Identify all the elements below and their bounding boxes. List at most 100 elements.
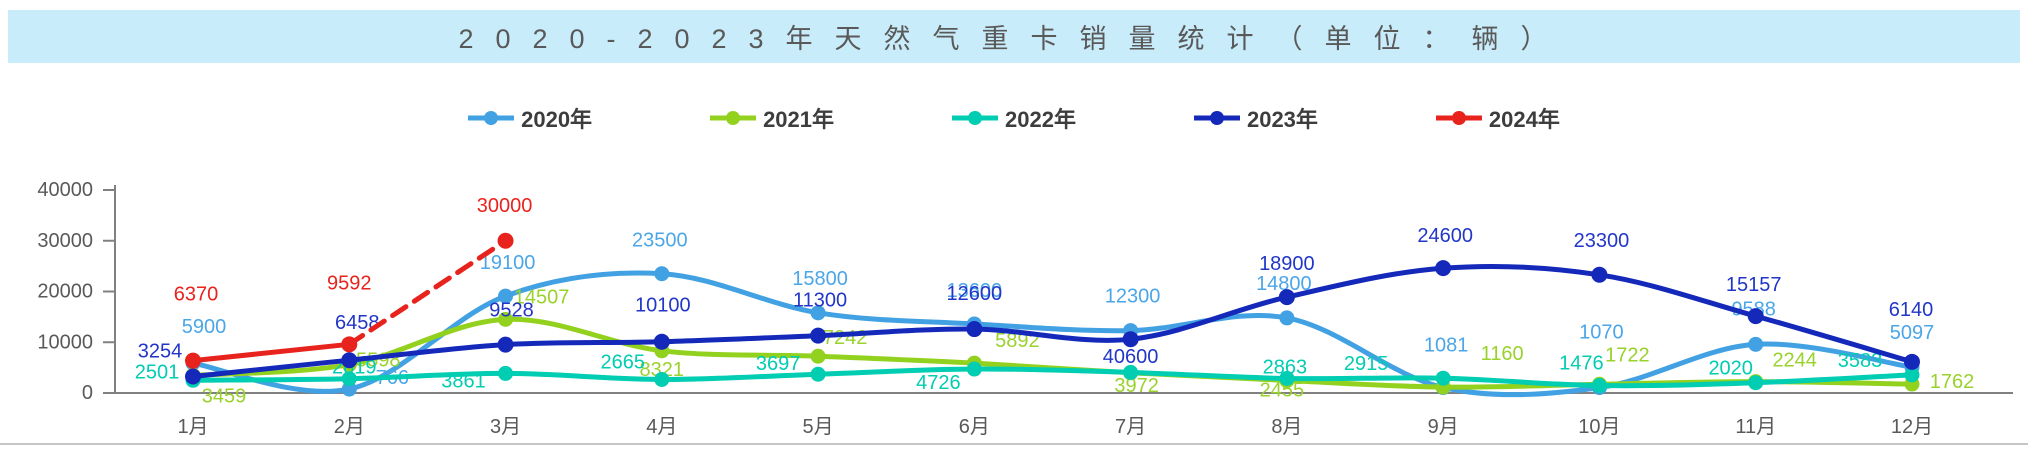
y-axis-tick-label: 10000 — [37, 331, 93, 353]
legend-label: 2022年 — [1005, 107, 1076, 132]
data-point-label: 2455 — [1260, 380, 1305, 402]
legend-item-2022年: 2022年 — [952, 102, 1076, 134]
data-point-label: 3583 — [1838, 350, 1883, 372]
x-axis-month-label: 5月 — [803, 416, 834, 438]
data-point-marker — [1747, 308, 1764, 325]
data-point-marker — [1122, 331, 1139, 348]
data-point-label: 19100 — [480, 252, 536, 274]
legend-label: 2021年 — [763, 107, 835, 132]
legend-marker-icon — [952, 111, 999, 125]
legend-item-2020年: 2020年 — [468, 102, 592, 134]
chart-title: 2020-2023年天然气重卡销量统计（单位：辆） — [458, 24, 1570, 54]
data-point-label: 14507 — [514, 286, 570, 308]
chart-legend: 2020年 2021年 2022年 2023年 2024年 — [0, 100, 2028, 136]
x-axis-month-label: 2月 — [334, 416, 365, 438]
data-point-marker — [1123, 364, 1139, 380]
data-point-label: 9592 — [327, 272, 372, 294]
data-point-label: 30000 — [477, 195, 533, 217]
x-axis-month-label: 8月 — [1271, 416, 1302, 438]
data-point-label: 2863 — [1263, 356, 1308, 378]
data-point-label: 1081 — [1424, 335, 1469, 357]
legend-marker-icon — [468, 111, 515, 125]
data-point-marker — [654, 371, 670, 387]
data-point-label: 1722 — [1605, 344, 1650, 366]
data-point-label: 1070 — [1579, 322, 1624, 344]
data-point-label: 2020 — [1708, 358, 1753, 380]
data-point-marker — [654, 266, 670, 282]
data-point-label: 15800 — [792, 268, 848, 290]
series-line-solid — [192, 341, 350, 364]
legend-item-2024年: 2024年 — [1435, 102, 1560, 134]
data-point-label: 2665 — [601, 351, 646, 373]
data-point-marker — [1748, 336, 1764, 352]
data-point-label: 2915 — [1344, 353, 1389, 375]
data-point-label: 14800 — [1256, 273, 1312, 295]
x-axis-month-label: 12月 — [1891, 416, 1933, 438]
data-point-marker — [497, 232, 514, 249]
data-point-label: 23300 — [1574, 230, 1630, 252]
data-point-label: 1160 — [1481, 343, 1524, 365]
data-point-marker — [1903, 353, 1920, 370]
data-point-label: 4726 — [916, 372, 961, 394]
x-axis-month-label: 9月 — [1428, 416, 1459, 438]
data-point-label: 3861 — [441, 370, 486, 392]
data-point-marker — [341, 371, 357, 387]
data-point-marker — [498, 365, 514, 381]
data-point-label: 9528 — [489, 300, 534, 322]
x-axis-month-label: 11月 — [1735, 416, 1776, 438]
legend-label: 2024年 — [1488, 107, 1560, 132]
x-axis-month-label: 10月 — [1578, 416, 1620, 438]
data-point-marker — [1279, 310, 1295, 326]
y-axis-tick-label: 30000 — [37, 230, 93, 252]
bottom-divider — [0, 443, 2028, 445]
data-point-marker — [810, 348, 826, 364]
legend-marker-icon — [710, 111, 757, 125]
data-point-label: 12300 — [1105, 286, 1161, 308]
data-point-label: 10100 — [635, 295, 691, 317]
legend-label: 2023年 — [1246, 107, 1318, 132]
data-point-label: 6140 — [1889, 299, 1934, 321]
legend-item-2021年: 2021年 — [710, 102, 834, 134]
data-point-marker — [498, 288, 514, 304]
data-point-marker — [1591, 266, 1608, 283]
data-point-marker — [498, 311, 514, 327]
data-point-label: 3697 — [756, 353, 801, 375]
x-axis-month-label: 1月 — [177, 416, 208, 438]
x-axis-month-label: 7月 — [1115, 416, 1146, 438]
data-point-marker — [341, 381, 357, 397]
data-point-label: 5900 — [182, 316, 227, 338]
data-point-label: 18900 — [1259, 253, 1315, 275]
data-point-label: 40600 — [1103, 346, 1159, 368]
y-axis-tick-label: 0 — [82, 382, 93, 404]
data-point-label: 11300 — [793, 290, 847, 312]
data-point-label: 3972 — [1114, 375, 1159, 397]
y-axis-tick-label: 40000 — [37, 179, 93, 201]
data-point-marker — [341, 336, 358, 353]
legend-item-2023年: 2023年 — [1193, 102, 1318, 134]
legend-label: 2020年 — [521, 107, 593, 132]
data-point-label: 2501 — [135, 361, 180, 383]
data-point-marker — [185, 352, 201, 369]
data-point-marker — [966, 321, 983, 338]
data-point-marker — [653, 333, 670, 350]
data-point-marker — [1279, 370, 1295, 386]
data-point-label: 24600 — [1417, 225, 1473, 247]
data-point-marker — [1278, 289, 1295, 306]
data-point-label: 13600 — [947, 280, 1003, 302]
data-point-label: 7242 — [823, 327, 868, 349]
data-point-marker — [1435, 370, 1451, 386]
data-point-label: 3254 — [138, 340, 183, 362]
data-point-marker — [1435, 260, 1452, 277]
data-point-label: 2244 — [1772, 350, 1817, 372]
series-2023年: 3254 6458 9528 10100 11300 12600 40600 18900 246… — [138, 225, 1934, 385]
data-point-marker — [1591, 378, 1607, 394]
data-point-marker — [341, 352, 358, 369]
data-point-marker — [810, 327, 827, 344]
series-line — [192, 366, 1913, 389]
data-point-marker — [497, 336, 514, 353]
data-point-marker — [1904, 367, 1920, 383]
data-point-marker — [185, 368, 201, 385]
